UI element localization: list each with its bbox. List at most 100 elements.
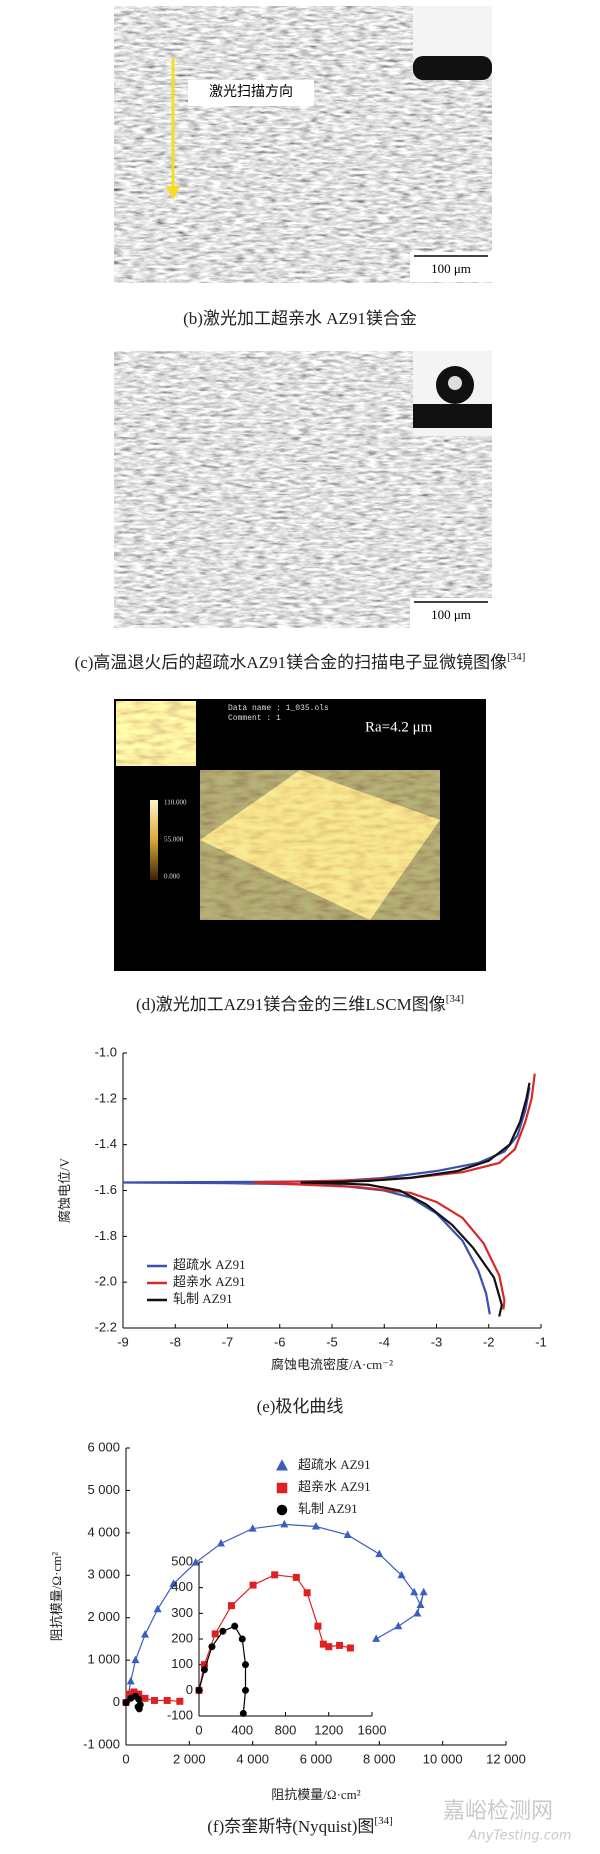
marker [211, 1630, 219, 1638]
marker [131, 1655, 140, 1664]
marker [410, 1587, 419, 1596]
caption: (d)激光加工AZ91镁合金的三维LSCM图像[34] [136, 993, 464, 1014]
caption: (b)激光加工超亲水 AZ91镁合金 [183, 309, 417, 328]
y-tick-label: -1.8 [95, 1228, 117, 1243]
legend-marker [276, 1504, 288, 1516]
marker [217, 1538, 225, 1547]
marker [419, 1587, 428, 1596]
legend-label: 超疏水 AZ91 [173, 1257, 246, 1272]
series-line [253, 1073, 536, 1310]
series-line [300, 1082, 531, 1317]
caption: (c)高温退火后的超疏水AZ91镁合金的扫描电子显微镜图像[34] [75, 651, 526, 672]
marker [239, 1709, 247, 1717]
marker [135, 1695, 143, 1703]
y-tick-label: 3 000 [87, 1567, 120, 1582]
marker [375, 1549, 384, 1558]
marker [219, 1627, 227, 1635]
marker [200, 1666, 208, 1674]
citation: [34] [374, 1815, 392, 1827]
marker [397, 1570, 406, 1579]
marker [248, 1524, 257, 1532]
comment-label: Comment : 1 [228, 714, 281, 723]
marker [195, 1686, 203, 1694]
y-tick-label: -1.0 [95, 1044, 117, 1059]
marker [343, 1530, 352, 1538]
marker [134, 1703, 142, 1711]
y-tick-label: -1.4 [95, 1136, 117, 1151]
colorbar-label: 0.000 [164, 873, 180, 881]
legend-marker [276, 1459, 288, 1471]
marker [141, 1694, 149, 1702]
marker [227, 1602, 235, 1610]
legend-label: 超亲水 AZ91 [298, 1479, 371, 1494]
marker [125, 1690, 133, 1698]
y-tick-label: -1 000 [83, 1736, 120, 1751]
y-tick-label: 6 000 [87, 1439, 120, 1454]
x-tick-label: -7 [222, 1334, 234, 1349]
series-line [122, 1087, 531, 1315]
y-tick-label: -2.0 [95, 1274, 117, 1289]
x-tick-label: 10 000 [423, 1751, 463, 1766]
x-tick-label: -2 [483, 1334, 495, 1349]
marker [191, 1558, 200, 1566]
marker [176, 1697, 184, 1705]
x-tick-label: 4 000 [236, 1751, 269, 1766]
x-tick-label: 2 000 [173, 1751, 206, 1766]
marker [151, 1696, 158, 1704]
x-tick-label: 0 [195, 1722, 202, 1737]
legend-label: 轧制 AZ91 [173, 1291, 233, 1306]
x-tick-label: -3 [431, 1334, 443, 1349]
sem-image-c: 100 μm [114, 351, 492, 628]
marker [126, 1676, 135, 1685]
y-axis-label: 腐蚀电位/V [57, 1157, 72, 1223]
data-name-label: Data name : 1_035.ols [228, 704, 329, 713]
x-tick-label: 0 [122, 1751, 129, 1766]
marker [319, 1640, 327, 1648]
x-axis-label: 阻抗模量/Ω·cm² [271, 1787, 360, 1802]
caption: (f)奈奎斯特(Nyquist)图[34] [207, 1815, 392, 1836]
y-tick-label: -1.2 [95, 1090, 117, 1105]
scan-direction-label: 激光扫描方向 [209, 83, 293, 100]
caption-text: (c)高温退火后的超疏水AZ91镁合金的扫描电子显微镜图像 [75, 653, 508, 672]
marker [416, 1600, 425, 1608]
y-tick-label: 0 [113, 1694, 120, 1709]
marker [122, 1699, 130, 1707]
y-tick-label: 4 000 [87, 1524, 120, 1539]
x-tick-label: 12 000 [486, 1751, 526, 1766]
x-tick-label: 1600 [358, 1722, 387, 1737]
x-tick-label: 800 [275, 1722, 297, 1737]
legend-label: 超疏水 AZ91 [298, 1457, 371, 1472]
y-tick-label: 400 [171, 1579, 193, 1594]
marker [280, 1519, 289, 1528]
y-tick-label: 0 [186, 1682, 193, 1697]
marker [372, 1634, 381, 1642]
x-tick-label: -1 [535, 1334, 547, 1349]
caption: (e)极化曲线 [257, 1397, 344, 1416]
marker [208, 1643, 216, 1651]
x-tick-label: -6 [274, 1334, 286, 1349]
x-tick-label: 1200 [314, 1722, 343, 1737]
y-axis-label: 阻抗模量/Ω·cm² [49, 1552, 64, 1641]
marker [153, 1604, 162, 1613]
colorbar-label: 110.000 [164, 799, 187, 807]
x-tick-label: -8 [169, 1334, 181, 1349]
marker [336, 1641, 344, 1649]
marker [249, 1581, 257, 1589]
marker [241, 1661, 249, 1669]
legend-marker [276, 1482, 288, 1494]
y-tick-label: 5 000 [87, 1482, 120, 1497]
x-tick-label: 6 000 [300, 1751, 333, 1766]
citation: [34] [446, 993, 464, 1005]
x-tick-label: -5 [326, 1334, 338, 1349]
marker [200, 1661, 208, 1669]
marker [141, 1630, 149, 1638]
watermark-url: AnyTesting.com [467, 1829, 571, 1844]
lscm-image-d: Data name : 1_035.ols Comment : 1 Ra=4.2… [114, 699, 486, 971]
marker [303, 1589, 311, 1597]
y-tick-label: -1.6 [95, 1182, 117, 1197]
x-tick-label: 8 000 [363, 1751, 396, 1766]
scale-bar-label: 100 μm [431, 261, 471, 276]
watermark: 嘉峪检测网 [443, 1799, 553, 1824]
x-tick-label: -4 [378, 1334, 390, 1349]
